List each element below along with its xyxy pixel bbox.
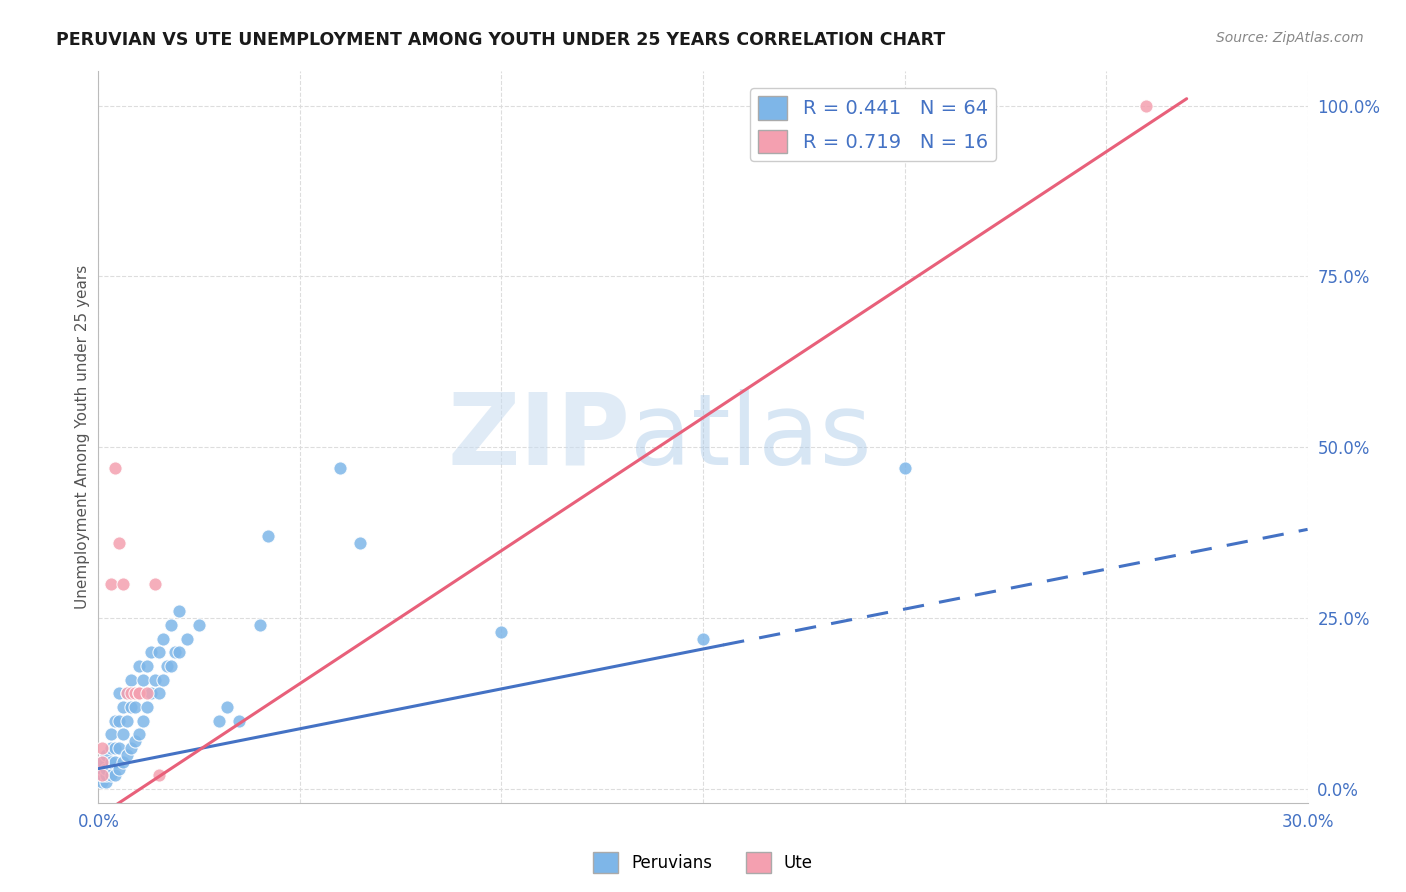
Point: [152, 673, 174, 687]
Point: [111, 727, 134, 741]
Point: [124, 700, 146, 714]
Point: [91, 755, 114, 769]
Point: [100, 755, 122, 769]
Point: [329, 460, 352, 475]
Point: [491, 624, 513, 639]
Point: [160, 618, 183, 632]
Point: [111, 755, 134, 769]
Legend: R = 0.441   N = 64, R = 0.719   N = 16: R = 0.441 N = 64, R = 0.719 N = 16: [751, 88, 995, 161]
Point: [100, 577, 122, 591]
Point: [148, 686, 170, 700]
Point: [156, 659, 179, 673]
Point: [692, 632, 714, 646]
Point: [96, 762, 118, 776]
Point: [107, 741, 129, 756]
Point: [103, 755, 125, 769]
Point: [111, 577, 134, 591]
Point: [91, 741, 114, 756]
Point: [143, 673, 166, 687]
Legend: Peruvians, Ute: Peruvians, Ute: [586, 846, 820, 880]
Point: [111, 700, 134, 714]
Point: [91, 768, 114, 782]
Point: [163, 645, 186, 659]
Point: [135, 700, 157, 714]
Text: atlas: atlas: [630, 389, 872, 485]
Point: [228, 714, 250, 728]
Point: [103, 714, 125, 728]
Point: [160, 659, 183, 673]
Point: [120, 700, 142, 714]
Point: [217, 700, 239, 714]
Y-axis label: Unemployment Among Youth under 25 years: Unemployment Among Youth under 25 years: [75, 265, 90, 609]
Point: [148, 645, 170, 659]
Point: [139, 686, 162, 700]
Point: [120, 673, 142, 687]
Point: [96, 747, 118, 762]
Point: [91, 762, 114, 776]
Point: [132, 714, 155, 728]
Point: [120, 686, 142, 700]
Text: Source: ZipAtlas.com: Source: ZipAtlas.com: [1216, 31, 1364, 45]
Point: [115, 686, 138, 700]
Point: [249, 618, 271, 632]
Point: [135, 686, 157, 700]
Point: [148, 768, 170, 782]
Point: [208, 714, 231, 728]
Point: [96, 768, 118, 782]
Point: [107, 714, 129, 728]
Point: [143, 577, 166, 591]
Point: [100, 727, 122, 741]
Point: [91, 775, 114, 789]
Point: [124, 686, 146, 700]
Point: [135, 659, 157, 673]
Point: [128, 686, 150, 700]
Point: [100, 768, 122, 782]
Point: [176, 632, 198, 646]
Point: [124, 734, 146, 748]
Point: [103, 741, 125, 756]
Point: [107, 762, 129, 776]
Point: [103, 768, 125, 782]
Point: [120, 741, 142, 756]
Point: [107, 686, 129, 700]
Point: [128, 727, 150, 741]
Point: [115, 747, 138, 762]
Text: ZIP: ZIP: [447, 389, 630, 485]
Point: [256, 529, 278, 543]
Point: [100, 741, 122, 756]
Point: [128, 659, 150, 673]
Point: [128, 686, 150, 700]
Point: [1135, 98, 1157, 112]
Point: [107, 536, 129, 550]
Point: [893, 460, 915, 475]
Point: [91, 768, 114, 782]
Point: [349, 536, 371, 550]
Point: [152, 632, 174, 646]
Point: [139, 645, 162, 659]
Point: [103, 460, 125, 475]
Point: [167, 645, 190, 659]
Point: [132, 673, 155, 687]
Point: [115, 714, 138, 728]
Point: [91, 755, 114, 769]
Point: [96, 775, 118, 789]
Point: [188, 618, 211, 632]
Text: PERUVIAN VS UTE UNEMPLOYMENT AMONG YOUTH UNDER 25 YEARS CORRELATION CHART: PERUVIAN VS UTE UNEMPLOYMENT AMONG YOUTH…: [56, 31, 945, 49]
Point: [128, 686, 150, 700]
Point: [115, 686, 138, 700]
Point: [167, 604, 190, 618]
